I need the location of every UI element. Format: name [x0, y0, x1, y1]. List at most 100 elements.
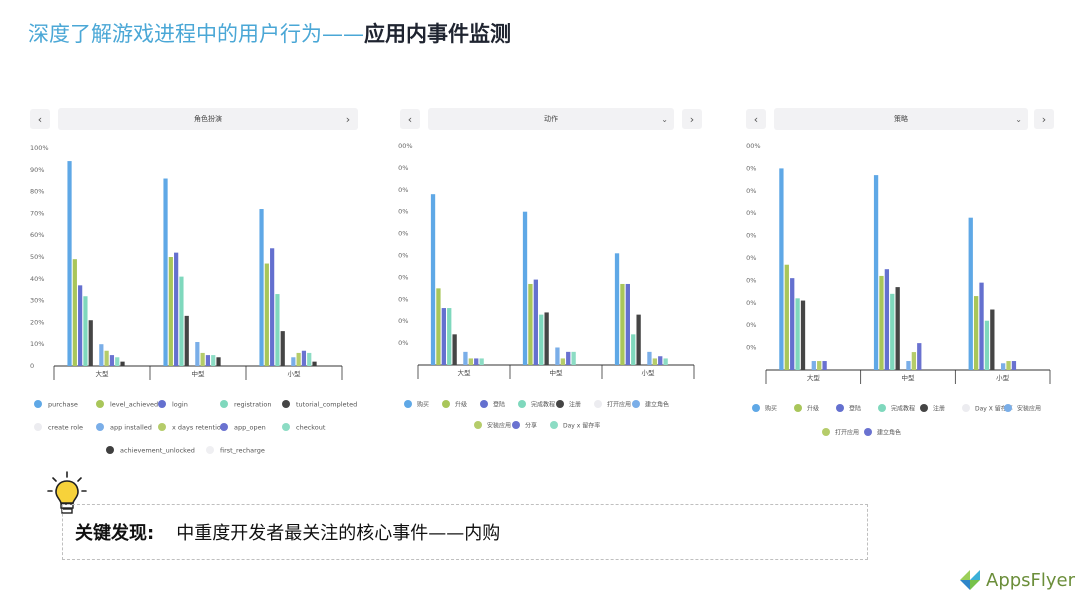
bar	[873, 175, 879, 370]
bar	[264, 263, 269, 366]
bar	[973, 296, 979, 370]
bar	[307, 352, 312, 366]
y-tick-label: 40%	[746, 276, 756, 284]
y-tick-label: 20%	[398, 317, 408, 325]
y-tick-label: 10%	[398, 339, 408, 347]
prev-button[interactable]: ‹	[400, 109, 420, 129]
legend-marker	[878, 404, 886, 412]
y-tick-label: 70%	[30, 209, 44, 217]
bar	[205, 355, 211, 366]
legend-label: registration	[234, 401, 272, 409]
bar	[636, 314, 641, 365]
bar	[216, 357, 221, 366]
key-finding-label: 关键发现:	[75, 523, 155, 544]
legend-marker	[864, 428, 872, 436]
legend-label: Day x 留存率	[563, 422, 600, 430]
bar	[72, 259, 77, 366]
y-tick-label: 70%	[746, 209, 756, 217]
y-tick-label: 90%	[746, 164, 756, 172]
bar	[790, 278, 795, 370]
bar	[979, 282, 984, 370]
bar	[522, 211, 528, 365]
bar	[78, 285, 83, 366]
bar	[436, 288, 441, 365]
bar	[817, 361, 822, 370]
prev-button[interactable]: ‹	[746, 109, 766, 129]
bar	[984, 320, 990, 370]
legend-label: 购买	[765, 405, 777, 413]
legend-label: 完成教程	[891, 405, 915, 413]
y-tick-label: 40%	[30, 275, 44, 283]
bar	[571, 351, 576, 365]
bar	[533, 279, 538, 365]
legend-marker	[158, 423, 166, 431]
legend-marker	[206, 446, 214, 454]
appsflyer-logo: AppsFlyer	[958, 566, 1075, 594]
legend-label: 登陆	[849, 405, 861, 413]
page-title-prefix: 深度了解游戏进程中的用户行为——	[28, 22, 364, 46]
legend-label: first_recharge	[220, 447, 265, 455]
legend-marker	[822, 428, 830, 436]
key-finding-text: 关键发现: 中重度开发者最关注的核心事件——内购	[75, 519, 500, 545]
legend-marker	[962, 404, 970, 412]
bar	[647, 351, 652, 365]
legend-label: 注册	[569, 401, 581, 409]
legend-label: 建立角色	[645, 401, 669, 409]
y-tick-label: 40%	[398, 273, 408, 281]
bar	[620, 283, 625, 365]
category-select[interactable]: 策略 ⌄	[774, 108, 1028, 130]
category-select-label: 角色扮演	[194, 115, 222, 123]
bar	[539, 314, 544, 365]
category-select[interactable]: 动作 ⌄	[428, 108, 674, 130]
y-tick-label: 30%	[398, 295, 408, 303]
bar	[795, 298, 800, 370]
x-tick-label: 小型	[996, 373, 1010, 382]
bar	[99, 344, 104, 366]
y-tick-label: 30%	[30, 297, 44, 305]
legend-marker	[404, 400, 412, 408]
bar	[968, 217, 973, 370]
next-button[interactable]: ›	[338, 109, 358, 129]
legend-label: level_achieved	[110, 401, 158, 409]
bar	[179, 276, 184, 366]
bar	[822, 361, 827, 370]
bar	[474, 358, 479, 365]
y-tick-label: 70%	[398, 208, 408, 216]
bar	[779, 168, 784, 370]
category-select-label: 动作	[544, 115, 558, 123]
appsflyer-logo-icon	[960, 570, 980, 590]
y-tick-label: 80%	[398, 186, 408, 194]
legend-label: achievement_unlocked	[120, 447, 195, 455]
legend-marker	[794, 404, 802, 412]
bar	[270, 248, 275, 366]
legend-marker	[836, 404, 844, 412]
y-tick-label: 100%	[746, 142, 761, 150]
next-button[interactable]: ›	[1034, 109, 1054, 129]
legend-marker	[282, 400, 290, 408]
y-tick-label: 10%	[30, 340, 44, 348]
bar	[663, 358, 668, 365]
legend-marker	[158, 400, 166, 408]
legend-marker	[594, 400, 602, 408]
bar	[104, 350, 109, 366]
y-tick-label: 60%	[746, 232, 756, 240]
bar	[884, 269, 890, 370]
y-tick-label: 100%	[30, 144, 49, 152]
legend-marker	[556, 400, 564, 408]
legend-marker	[96, 423, 104, 431]
chart-panel-rpg: ‹ 角色扮演 ⌄ › 010%20%30%40%50%60%70%80%90%1…	[28, 108, 358, 468]
bar	[280, 331, 285, 366]
bar	[83, 296, 88, 366]
bar	[544, 312, 549, 365]
next-button[interactable]: ›	[682, 109, 702, 129]
x-tick-label: 大型	[96, 369, 110, 378]
legend-label: 登陆	[493, 401, 505, 409]
page-title-strong: 应用内事件监测	[364, 22, 511, 46]
bar	[811, 361, 816, 370]
prev-button[interactable]: ‹	[30, 109, 50, 129]
bar	[784, 264, 789, 370]
bar	[296, 352, 301, 366]
legend-label: app installed	[110, 424, 152, 432]
bar	[115, 357, 120, 366]
bar	[452, 334, 457, 365]
